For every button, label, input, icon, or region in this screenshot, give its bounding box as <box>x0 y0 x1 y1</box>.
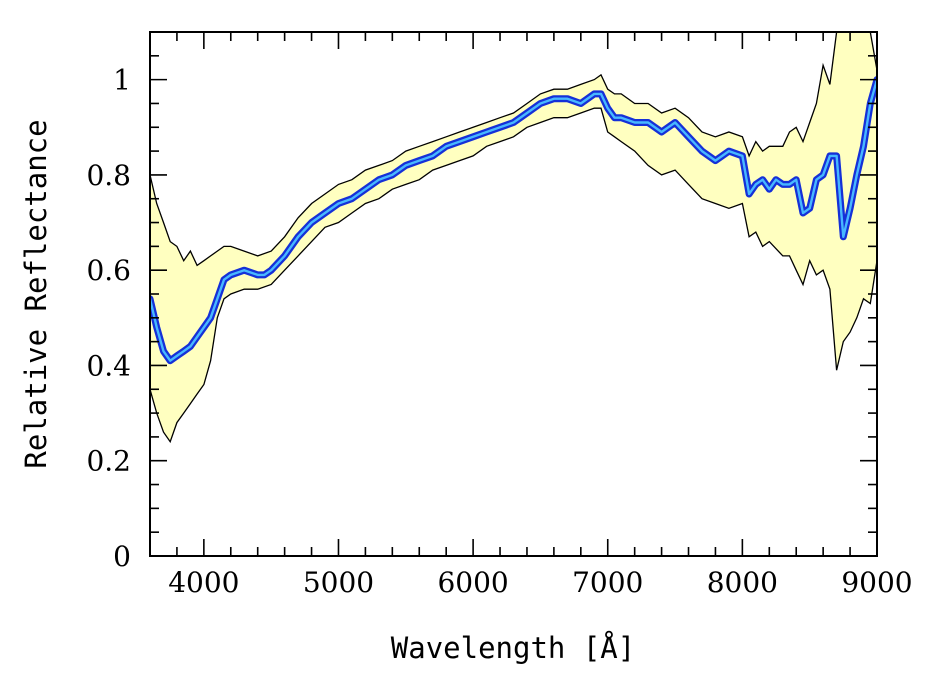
x-tick-label: 4000 <box>168 566 239 599</box>
uncertainty-band <box>150 32 877 442</box>
y-tick-label: 0.4 <box>86 349 131 382</box>
axes <box>149 31 878 557</box>
y-tick-label: 0.8 <box>86 159 131 192</box>
x-axis-title: Wavelength [Å] <box>391 631 635 665</box>
plot-frame <box>149 31 878 557</box>
x-tick-label: 6000 <box>437 566 508 599</box>
x-tick-label: 8000 <box>707 566 778 599</box>
y-axis-title: Relative Reflectance <box>19 119 53 468</box>
y-tick-label: 0.2 <box>86 445 131 478</box>
plot-area <box>150 32 877 444</box>
y-tick-label: 0 <box>113 540 131 573</box>
band-upper-edge <box>150 32 877 267</box>
band-lower-edge <box>150 107 877 444</box>
x-tick-label: 9000 <box>841 566 912 599</box>
mean-spectrum-highlight <box>150 78 877 362</box>
tick-labels: 4000 5000 6000 7000 8000 9000 0 0.2 0.4 0.6 0.8 1 <box>86 64 912 599</box>
x-tick-label: 5000 <box>303 566 374 599</box>
y-tick-label: 0.6 <box>86 254 131 287</box>
y-tick-label: 1 <box>113 64 131 97</box>
x-tick-label: 7000 <box>572 566 643 599</box>
